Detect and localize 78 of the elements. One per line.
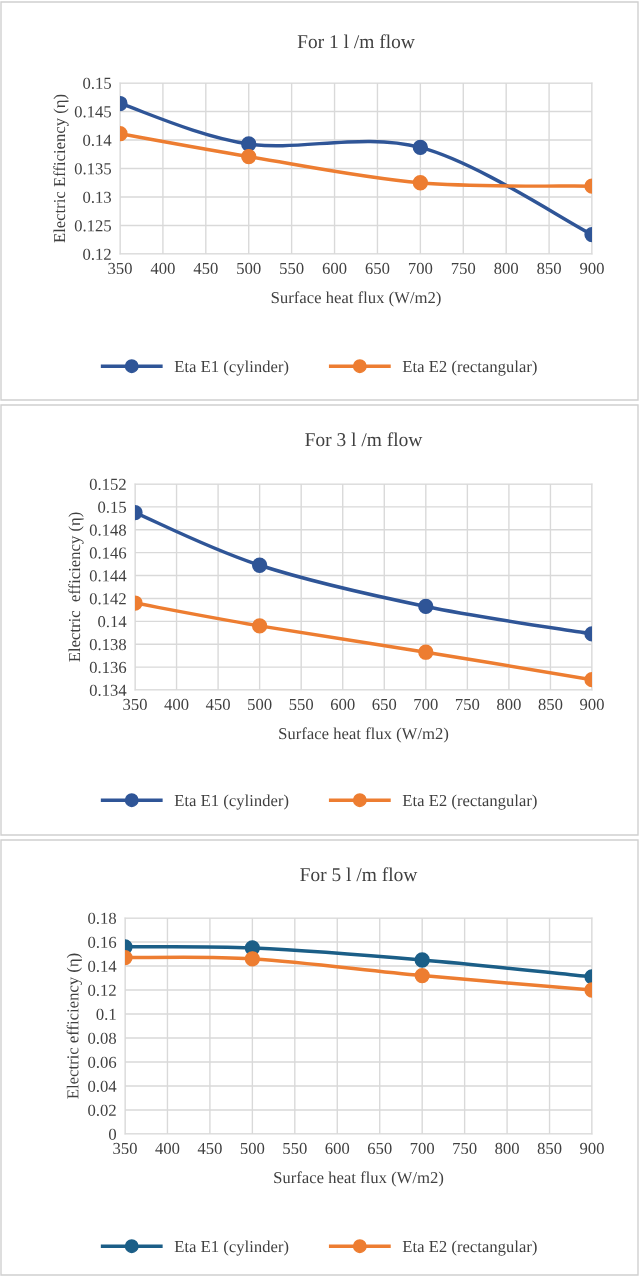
- x-tick-label: 700: [408, 262, 433, 275]
- x-tick-label: 450: [197, 1142, 222, 1155]
- y-tick-label: 0.15: [98, 501, 127, 513]
- x-tick-label: 400: [164, 698, 189, 711]
- x-tick-label: 400: [150, 262, 175, 275]
- y-axis-title: Electric efficiency (η): [66, 953, 82, 1099]
- x-tick-label: 700: [414, 698, 438, 711]
- y-tick-label: 0.13: [83, 191, 112, 204]
- y-tick-label: 0.145: [74, 106, 112, 118]
- x-tick-label: 750: [455, 698, 480, 711]
- y-tick-label: 0.14: [88, 960, 117, 973]
- y-tick-label: 0.1: [96, 1008, 116, 1021]
- x-tick-label: 900: [580, 698, 604, 711]
- y-axis-title: Electric Efficiency (η): [53, 94, 69, 243]
- x-tick-label: 500: [248, 698, 272, 711]
- x-tick-label: 350: [108, 262, 132, 275]
- y-tick-label: 0.16: [88, 936, 117, 949]
- y-tick-label: 0.135: [74, 163, 112, 175]
- chart-title: For 1 l /m flow: [297, 34, 415, 49]
- x-tick-label: 650: [372, 698, 397, 711]
- x-tick-label: 850: [537, 262, 561, 275]
- x-tick-label: 750: [453, 1142, 477, 1155]
- x-tick-label: 450: [193, 262, 218, 275]
- x-tick-label: 850: [537, 1142, 562, 1155]
- y-tick-label: 0.14: [83, 134, 112, 147]
- x-tick-label: 550: [280, 262, 304, 275]
- x-tick-label: 600: [322, 262, 347, 275]
- y-tick-label: 0.08: [88, 1032, 117, 1045]
- x-tick-label: 550: [283, 1142, 307, 1155]
- x-tick-label: 850: [538, 698, 563, 711]
- y-tick-label: 0.02: [88, 1104, 116, 1117]
- y-tick-label: 0.148: [89, 524, 127, 536]
- x-tick-label: 500: [240, 1142, 265, 1155]
- y-tick-label: 0: [108, 1128, 117, 1140]
- legend-label: Eta E1 (cylinder): [174, 360, 289, 376]
- x-tick-label: 350: [113, 1142, 137, 1155]
- x-tick-label: 600: [325, 1142, 350, 1155]
- x-tick-label: 800: [494, 262, 519, 275]
- x-tick-label: 800: [497, 698, 521, 711]
- legend-label: Eta E2 (rectangular): [402, 1240, 537, 1256]
- x-tick-label: 400: [155, 1142, 180, 1155]
- x-tick-label: 650: [367, 1142, 392, 1155]
- y-tick-label: 0.18: [88, 912, 117, 925]
- y-tick-label: 0.06: [88, 1056, 117, 1069]
- y-tick-label: 0.125: [74, 220, 112, 232]
- y-tick-label: 0.14: [98, 616, 127, 628]
- chart-title: For 3 l /m flow: [305, 432, 423, 447]
- x-axis-title: Surface heat flux (W/m2): [271, 291, 441, 307]
- y-tick-label: 0.12: [83, 248, 111, 261]
- y-tick-label: 0.136: [89, 661, 127, 674]
- y-axis-title: Electric efficiency (η): [68, 512, 84, 662]
- x-tick-label: 550: [289, 698, 314, 711]
- y-tick-label: 0.138: [89, 638, 127, 651]
- x-tick-label: 900: [580, 262, 604, 275]
- y-tick-label: 0.134: [89, 684, 127, 697]
- legend-label: Eta E1 (cylinder): [174, 794, 289, 810]
- x-tick-label: 450: [205, 698, 230, 711]
- x-tick-label: 750: [451, 262, 476, 275]
- y-tick-label: 0.142: [89, 593, 126, 605]
- x-axis-title: Surface heat flux (W/m2): [279, 727, 449, 743]
- y-tick-label: 0.146: [89, 547, 127, 559]
- y-tick-label: 0.15: [83, 77, 112, 90]
- legend-label: Eta E1 (cylinder): [174, 1240, 289, 1256]
- y-tick-label: 0.152: [89, 478, 126, 491]
- legend-label: Eta E2 (rectangular): [402, 794, 537, 810]
- x-tick-label: 650: [365, 262, 390, 275]
- x-tick-label: 700: [410, 1142, 435, 1155]
- y-tick-label: 0.144: [89, 570, 127, 582]
- x-tick-label: 350: [123, 698, 147, 711]
- y-tick-label: 0.04: [88, 1080, 117, 1093]
- x-tick-label: 800: [495, 1142, 519, 1155]
- x-tick-label: 600: [330, 698, 355, 711]
- chart-title: For 5 l /m flow: [300, 867, 418, 882]
- x-axis-title: Surface heat flux (W/m2): [274, 1171, 444, 1187]
- legend-label: Eta E2 (rectangular): [402, 360, 537, 376]
- x-tick-label: 500: [237, 262, 261, 275]
- x-tick-label: 900: [580, 1142, 604, 1155]
- y-tick-label: 0.12: [88, 984, 116, 997]
